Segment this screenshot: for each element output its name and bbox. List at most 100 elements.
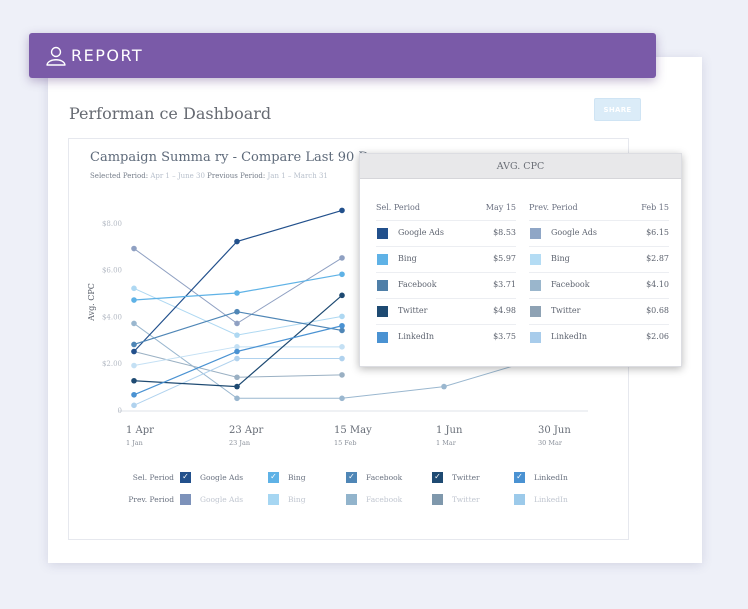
x-tick-label: 1 Apr — [126, 425, 154, 436]
legend-selected-linkedin[interactable]: ✓ LinkedIn — [514, 471, 568, 483]
cpc-tooltip: AVG. CPC Sel. Period May 15 Google Ads $8… — [359, 153, 682, 367]
color-swatch — [530, 332, 541, 343]
color-swatch — [377, 228, 388, 239]
tooltip-previous-column: Prev. Period Feb 15 Google Ads $6.15 Bing $… — [529, 198, 669, 350]
tooltip-row: Bing $2.87 — [529, 246, 669, 272]
data-point-previous-twitter — [234, 374, 240, 381]
data-point-selected-bing — [131, 297, 137, 303]
x-tick-sublabel: 23 Jan — [229, 439, 250, 447]
data-point-previous-facebook — [234, 395, 240, 402]
legend-selected-google-ads[interactable]: ✓ Google Ads — [180, 471, 244, 483]
color-swatch[interactable] — [268, 493, 279, 505]
selected-period-value: Apr 1 – June 30 — [150, 172, 205, 180]
tooltip-series-name: Twitter — [398, 306, 428, 315]
data-point-selected-linkedin — [131, 391, 137, 398]
checkbox-checked-icon[interactable]: ✓ — [346, 471, 357, 483]
legend-previous-google-ads[interactable]: Google Ads — [180, 493, 243, 505]
tooltip-series-name: Google Ads — [398, 228, 444, 237]
page-title: Performan ce Dashboard — [69, 104, 272, 123]
legend-selected-bing[interactable]: ✓ Bing — [268, 471, 306, 483]
tooltip-row: Facebook $3.71 — [376, 272, 516, 298]
checkbox-checked-icon[interactable]: ✓ — [268, 471, 279, 483]
data-point-previous-bing — [131, 285, 137, 292]
data-point-previous-series — [234, 344, 240, 350]
checkbox-checked-icon[interactable]: ✓ — [432, 471, 443, 483]
x-tick-sublabel: 1 Jan — [126, 439, 143, 447]
tooltip-series-value: $2.87 — [646, 254, 669, 263]
tooltip-series-name: LinkedIn — [551, 332, 588, 341]
tooltip-previous-label: Prev. Period — [529, 203, 578, 212]
data-point-selected-facebook — [234, 308, 240, 315]
data-point-selected-linkedin — [234, 348, 240, 355]
legend-previous-facebook[interactable]: Facebook — [346, 493, 402, 505]
legend-label: Google Ads — [200, 472, 244, 482]
color-swatch[interactable] — [180, 493, 191, 505]
data-point-previous-linkedin — [131, 402, 137, 409]
data-point-selected-google-ads — [339, 207, 345, 214]
y-tick-label: $4.00 — [102, 313, 122, 321]
color-swatch[interactable] — [432, 493, 443, 505]
previous-period-value: Jan 1 – March 31 — [267, 172, 328, 180]
data-point-selected-facebook — [131, 341, 137, 348]
data-point-previous-linkedin — [234, 355, 240, 362]
checkbox-checked-icon[interactable]: ✓ — [514, 471, 525, 483]
tooltip-series-name: Facebook — [398, 280, 437, 289]
legend-label: Twitter — [452, 494, 480, 504]
tooltip-row: Facebook $4.10 — [529, 272, 669, 298]
color-swatch[interactable] — [514, 493, 525, 505]
series-line-previous-twitter — [133, 351, 343, 378]
y-tick-label: 0 — [118, 407, 122, 415]
tooltip-series-value: $0.68 — [646, 306, 669, 315]
legend-selected-twitter[interactable]: ✓ Twitter — [432, 471, 480, 483]
y-tick-label: $8.00 — [102, 220, 122, 228]
data-point-selected-facebook — [339, 327, 345, 334]
tooltip-series-name: Bing — [551, 254, 570, 263]
y-axis-label: Avg. CPC — [87, 283, 96, 322]
tooltip-series-value: $8.53 — [493, 228, 516, 237]
color-swatch[interactable] — [346, 493, 357, 505]
data-point-selected-google-ads — [131, 348, 137, 355]
tooltip-series-name: Bing — [398, 254, 417, 263]
data-point-selected-twitter — [339, 292, 345, 299]
legend-label: LinkedIn — [534, 494, 568, 504]
legend-previous-linkedin[interactable]: LinkedIn — [514, 493, 568, 505]
legend-label: Bing — [288, 472, 306, 482]
tooltip-row: Bing $5.97 — [376, 246, 516, 272]
data-point-previous-bing — [234, 332, 240, 338]
x-tick-label: 23 Apr — [229, 425, 264, 436]
data-point-previous-facebook — [441, 383, 447, 390]
color-swatch — [530, 254, 541, 265]
previous-period-label: Previous Period: — [207, 172, 266, 180]
share-button[interactable]: SHARE — [594, 98, 641, 121]
tooltip-series-value: $2.06 — [646, 332, 669, 341]
data-point-previous-google-ads — [339, 255, 345, 261]
data-point-previous-bing — [339, 313, 345, 320]
chart-title: Campaign Summa ry - Compare Last 90 Days — [90, 150, 391, 165]
y-tick-label: $6.00 — [102, 267, 122, 275]
color-swatch — [377, 254, 388, 265]
tooltip-row: LinkedIn $2.06 — [529, 324, 669, 350]
tooltip-selected-column: Sel. Period May 15 Google Ads $8.53 Bing $5… — [376, 198, 516, 350]
x-tick-sublabel: 1 Mar — [436, 439, 457, 447]
color-swatch — [377, 306, 388, 317]
checkbox-checked-icon[interactable]: ✓ — [180, 471, 191, 483]
data-point-previous-google-ads — [131, 245, 137, 252]
tooltip-series-value: $3.71 — [493, 280, 516, 289]
legend-previous-bing[interactable]: Bing — [268, 493, 306, 505]
color-swatch — [530, 306, 541, 317]
tooltip-series-value: $4.98 — [493, 306, 516, 315]
tooltip-series-value: $6.15 — [646, 228, 669, 237]
series-line-selected-twitter — [133, 294, 343, 388]
data-point-selected-bing — [339, 271, 345, 278]
legend-selected-facebook[interactable]: ✓ Facebook — [346, 471, 402, 483]
data-point-previous-series — [131, 362, 137, 369]
color-swatch — [530, 280, 541, 291]
legend-previous-twitter[interactable]: Twitter — [432, 493, 480, 505]
data-point-previous-twitter — [339, 372, 345, 378]
tooltip-series-value: $5.97 — [493, 254, 516, 263]
x-tick-label: 1 Jun — [436, 425, 463, 436]
data-point-selected-bing — [234, 290, 240, 296]
x-tick-label: 15 May — [334, 425, 372, 436]
data-point-selected-google-ads — [234, 238, 240, 245]
